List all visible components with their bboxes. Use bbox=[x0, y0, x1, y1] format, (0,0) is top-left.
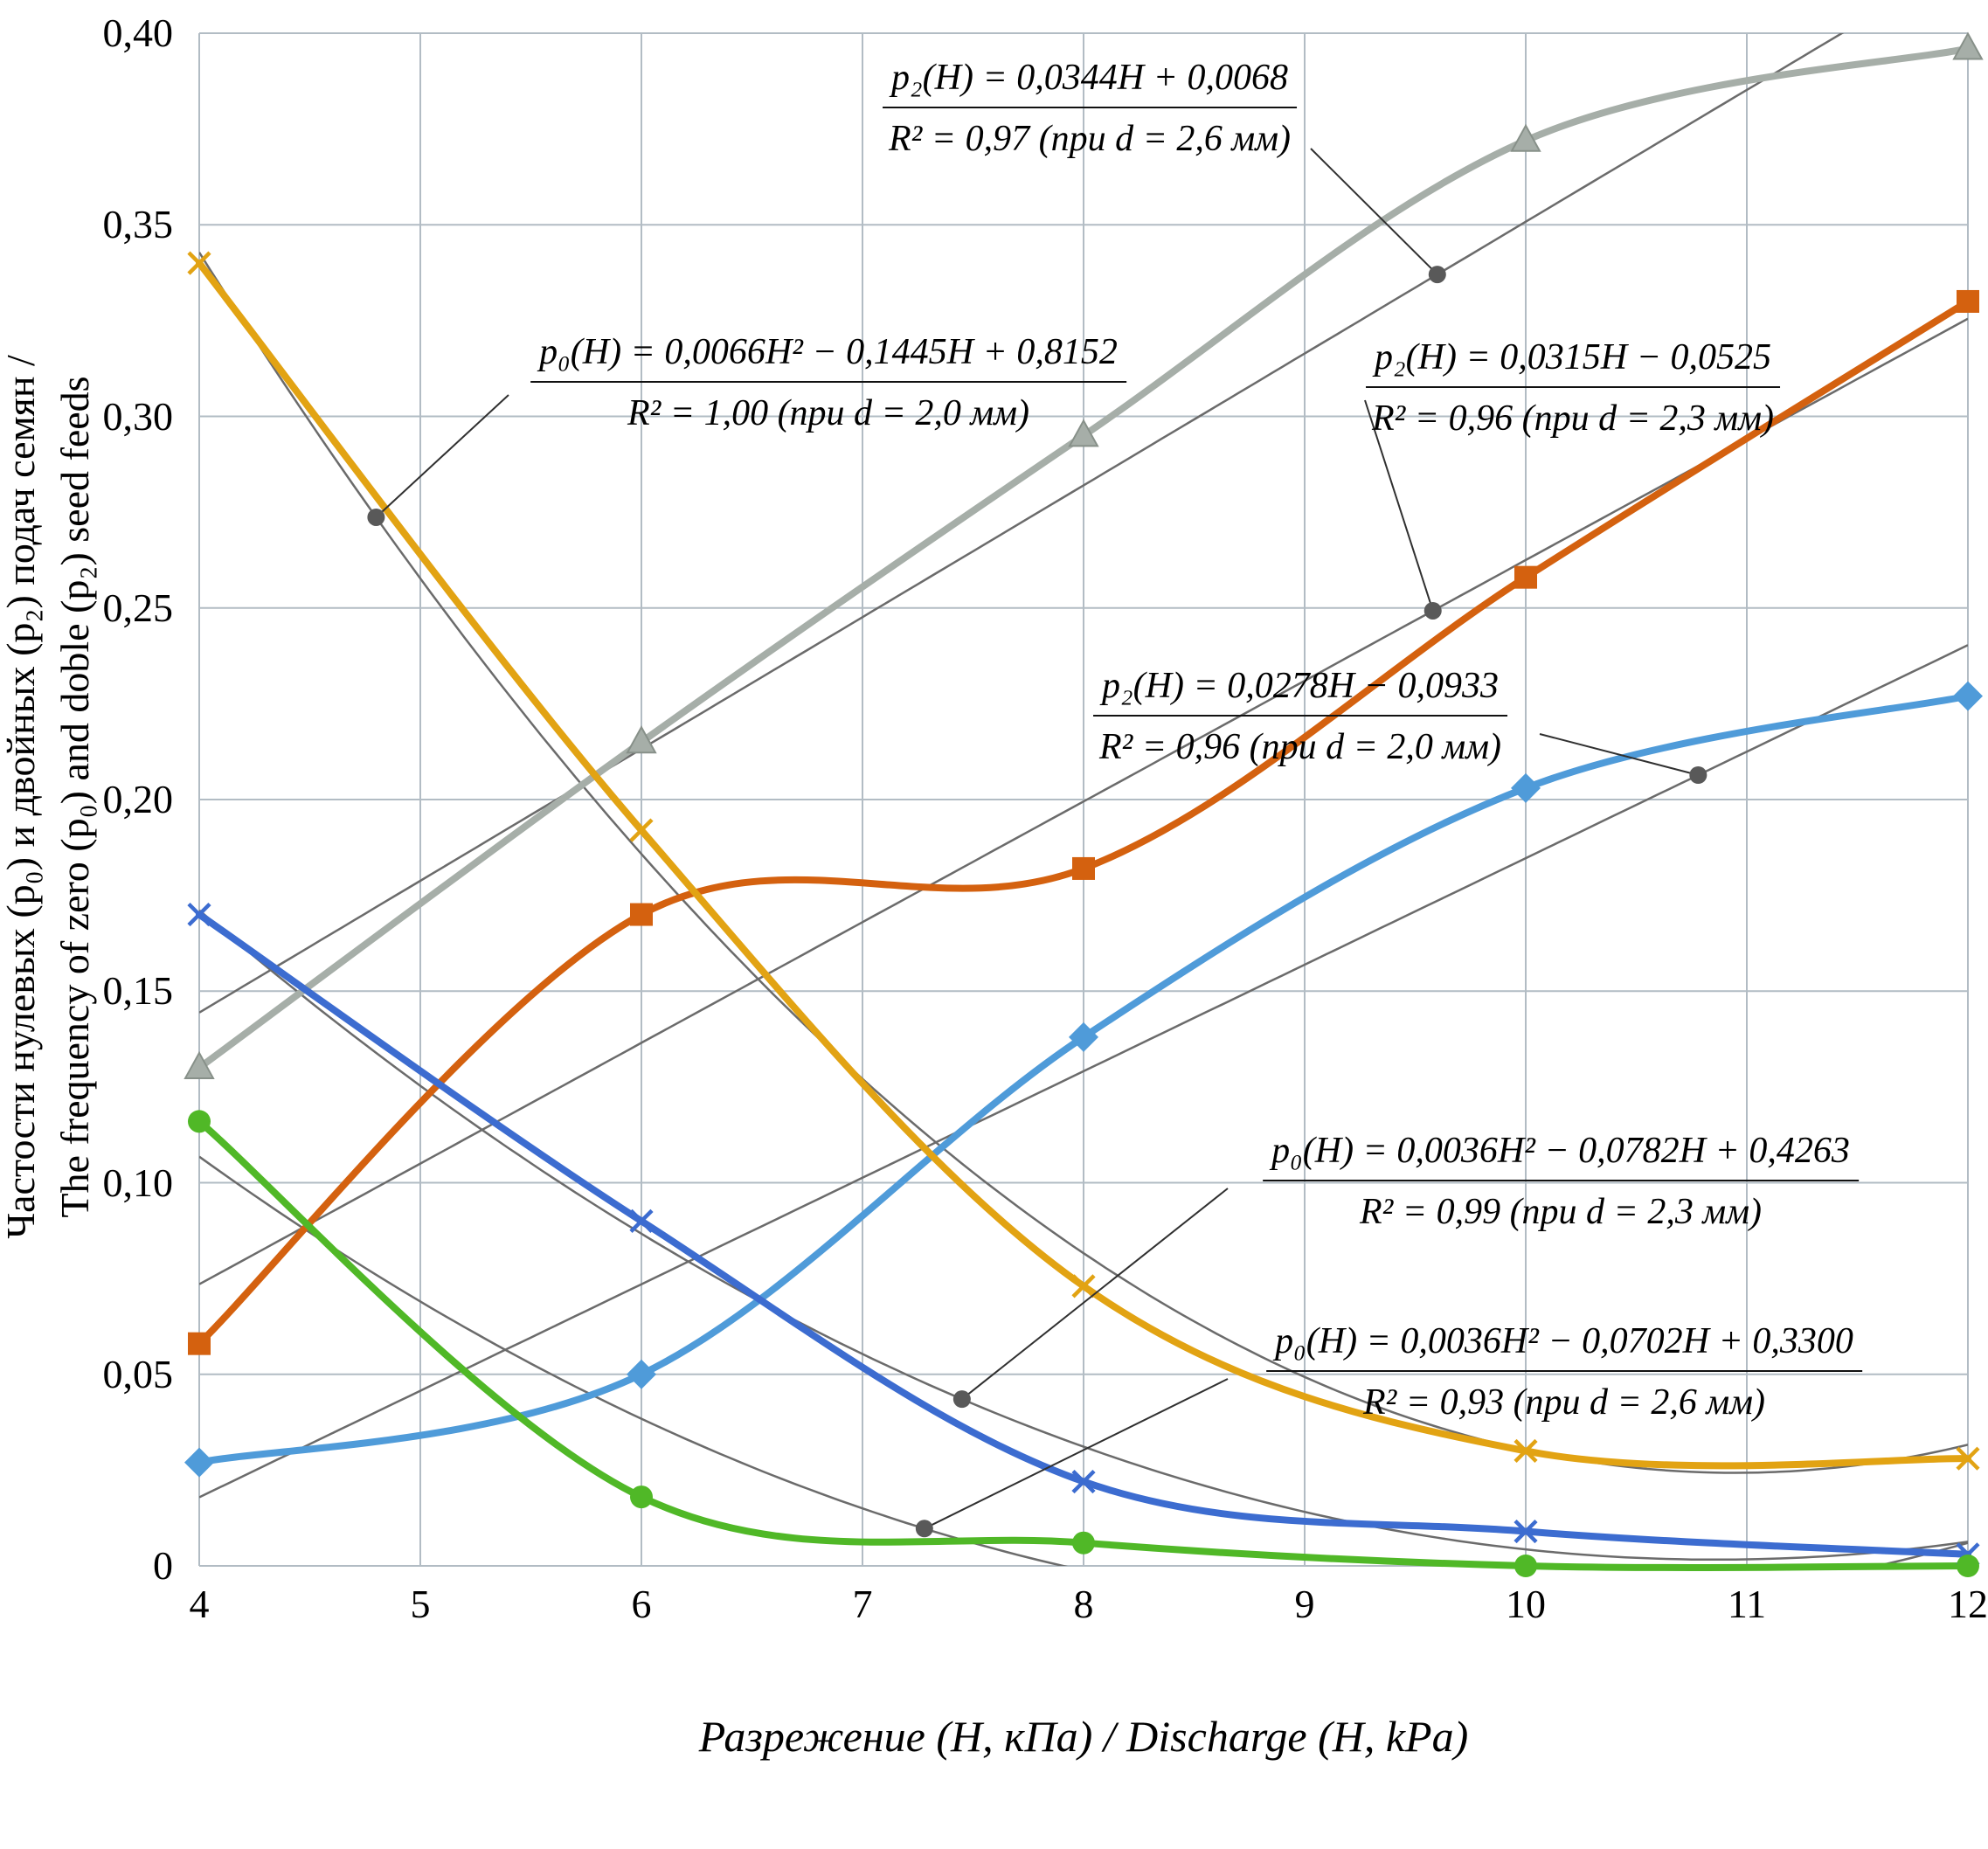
trendline bbox=[199, 1155, 1968, 1566]
trendline bbox=[199, 252, 1968, 1474]
r-squared-text: R² = 0,96 (при d = 2,3 мм) bbox=[1371, 398, 1775, 439]
y-tick-label: 0,05 bbox=[102, 1351, 174, 1396]
circle-marker bbox=[188, 1110, 211, 1133]
triangle-marker bbox=[1068, 419, 1099, 447]
triangle-marker bbox=[184, 1050, 215, 1079]
y-axis-title-line1: Частости нулевых (p₀) и двойных (p₂) под… bbox=[0, 355, 43, 1239]
x-marker bbox=[187, 902, 211, 927]
equation-text: p₂(H) = 0,0278H − 0,0933 bbox=[1093, 662, 1507, 717]
diamond-marker bbox=[184, 1447, 214, 1478]
trendline-label: p₀(H) = 0,0036H² − 0,0782H + 0,4263 R² = … bbox=[1263, 1127, 1859, 1236]
series-markers bbox=[188, 1110, 1979, 1577]
x-tick-label: 4 bbox=[189, 1582, 210, 1626]
y-axis-title-line2: The frequency of zero (p₀) and doble (p₂… bbox=[52, 376, 97, 1218]
circle-marker bbox=[1514, 1555, 1537, 1577]
y-tick-label: 0 bbox=[153, 1543, 173, 1588]
square-marker bbox=[630, 903, 653, 926]
x-marker bbox=[629, 818, 654, 842]
annotation-dot bbox=[915, 1520, 933, 1538]
triangle-marker bbox=[626, 725, 657, 754]
annotation-dot bbox=[1428, 266, 1446, 284]
x-marker bbox=[1071, 1469, 1096, 1494]
r-squared-text: R² = 0,93 (при d = 2,6 мм) bbox=[1362, 1382, 1765, 1423]
square-marker bbox=[1514, 565, 1537, 589]
x-tick-label: 7 bbox=[852, 1582, 873, 1626]
triangle-marker bbox=[1510, 123, 1541, 152]
equation-text: p₂(H) = 0,0315H − 0,0525 bbox=[1366, 334, 1780, 388]
x-tick-label: 5 bbox=[410, 1582, 431, 1626]
equation-text: p₀(H) = 0,0036H² − 0,0782H + 0,4263 bbox=[1263, 1127, 1859, 1181]
r-squared-text: R² = 0,97 (при d = 2,6 мм) bbox=[888, 119, 1292, 159]
y-tick-label: 0,35 bbox=[102, 202, 174, 247]
circle-marker bbox=[630, 1485, 653, 1509]
diamond-marker bbox=[1069, 1021, 1098, 1052]
annotation-dot bbox=[1423, 601, 1442, 620]
trendlines bbox=[199, 33, 1968, 1566]
x-marker bbox=[187, 251, 211, 275]
annotation-dot bbox=[1689, 766, 1707, 785]
series-markers bbox=[187, 251, 1980, 1471]
trendline-label: p₂(H) = 0,0278H − 0,0933 R² = 0,96 (при d… bbox=[1093, 662, 1507, 771]
annotation-dot bbox=[367, 508, 385, 526]
square-marker bbox=[188, 1332, 211, 1355]
leader-line bbox=[1310, 148, 1438, 275]
r-squared-text: R² = 1,00 (при d = 2,0 мм) bbox=[627, 393, 1029, 433]
y-tick-label: 0,15 bbox=[102, 968, 174, 1014]
trendline bbox=[199, 909, 1968, 1562]
leader-line bbox=[924, 1378, 1229, 1530]
x-tick-label: 12 bbox=[1948, 1582, 1988, 1626]
x-tick-label: 9 bbox=[1294, 1582, 1315, 1626]
y-tick-label: 0,20 bbox=[102, 777, 174, 821]
x-axis-title: Разрежение (H, кПа) / Discharge (H, kPa) bbox=[698, 1712, 1469, 1761]
square-marker bbox=[1072, 856, 1095, 880]
y-tick-label: 0,40 bbox=[102, 10, 174, 55]
trendline bbox=[199, 644, 1968, 1499]
trendline-label: p₂(H) = 0,0315H − 0,0525 R² = 0,96 (при d… bbox=[1366, 334, 1780, 442]
r-squared-text: R² = 0,99 (при d = 2,3 мм) bbox=[1359, 1192, 1762, 1232]
x-tick-label: 6 bbox=[631, 1582, 652, 1626]
square-marker bbox=[1957, 289, 1979, 313]
diamond-marker bbox=[1511, 772, 1541, 803]
trendline-label: p₂(H) = 0,0344H + 0,0068 R² = 0,97 (при d… bbox=[883, 54, 1297, 163]
leader-line bbox=[1364, 399, 1434, 612]
leader-line bbox=[375, 394, 509, 518]
x-marker bbox=[1514, 1438, 1538, 1464]
y-tick-label: 0,25 bbox=[102, 585, 174, 630]
y-tick-label: 0,30 bbox=[102, 393, 174, 439]
series-markers bbox=[184, 31, 1984, 1079]
diamond-marker bbox=[1953, 681, 1983, 711]
equation-text: p₂(H) = 0,0344H + 0,0068 bbox=[883, 54, 1297, 108]
trendline-label: p₀(H) = 0,0036H² − 0,0702H + 0,3300 R² = … bbox=[1266, 1318, 1862, 1426]
x-tick-label: 11 bbox=[1727, 1582, 1767, 1626]
leader-line bbox=[961, 1188, 1229, 1400]
circle-marker bbox=[1072, 1531, 1095, 1555]
y-axis-title: Частости нулевых (p₀) и двойных (p₂) под… bbox=[0, 98, 102, 1496]
annotation-leaders bbox=[367, 148, 1707, 1538]
x-tick-label: 10 bbox=[1506, 1582, 1546, 1626]
x-marker bbox=[1514, 1519, 1538, 1544]
r-squared-text: R² = 0,96 (при d = 2,0 мм) bbox=[1098, 727, 1502, 767]
leader-line bbox=[1539, 733, 1699, 776]
trendline bbox=[199, 33, 1845, 1014]
series-markers bbox=[184, 681, 1983, 1478]
series-markers bbox=[188, 289, 1979, 1355]
equation-text: p₀(H) = 0,0036H² − 0,0702H + 0,3300 bbox=[1266, 1318, 1862, 1372]
gridlines bbox=[198, 32, 1969, 1567]
y-tick-label: 0,10 bbox=[102, 1160, 174, 1205]
x-marker bbox=[1956, 1446, 1980, 1471]
x-tick-label: 8 bbox=[1073, 1582, 1094, 1626]
equation-text: p₀(H) = 0,0066H² − 0,1445H + 0,8152 bbox=[530, 329, 1126, 383]
series-line bbox=[196, 1118, 1971, 1571]
series-line bbox=[196, 911, 1971, 1558]
triangle-marker bbox=[1952, 31, 1984, 60]
x-marker bbox=[1071, 1274, 1096, 1298]
x-marker bbox=[629, 1208, 654, 1233]
trendline-label: p₀(H) = 0,0066H² − 0,1445H + 0,8152 R² = … bbox=[530, 329, 1126, 437]
circle-marker bbox=[1957, 1555, 1979, 1577]
diamond-marker bbox=[627, 1359, 656, 1389]
series-line bbox=[196, 260, 1971, 1470]
annotation-dot bbox=[952, 1390, 971, 1409]
